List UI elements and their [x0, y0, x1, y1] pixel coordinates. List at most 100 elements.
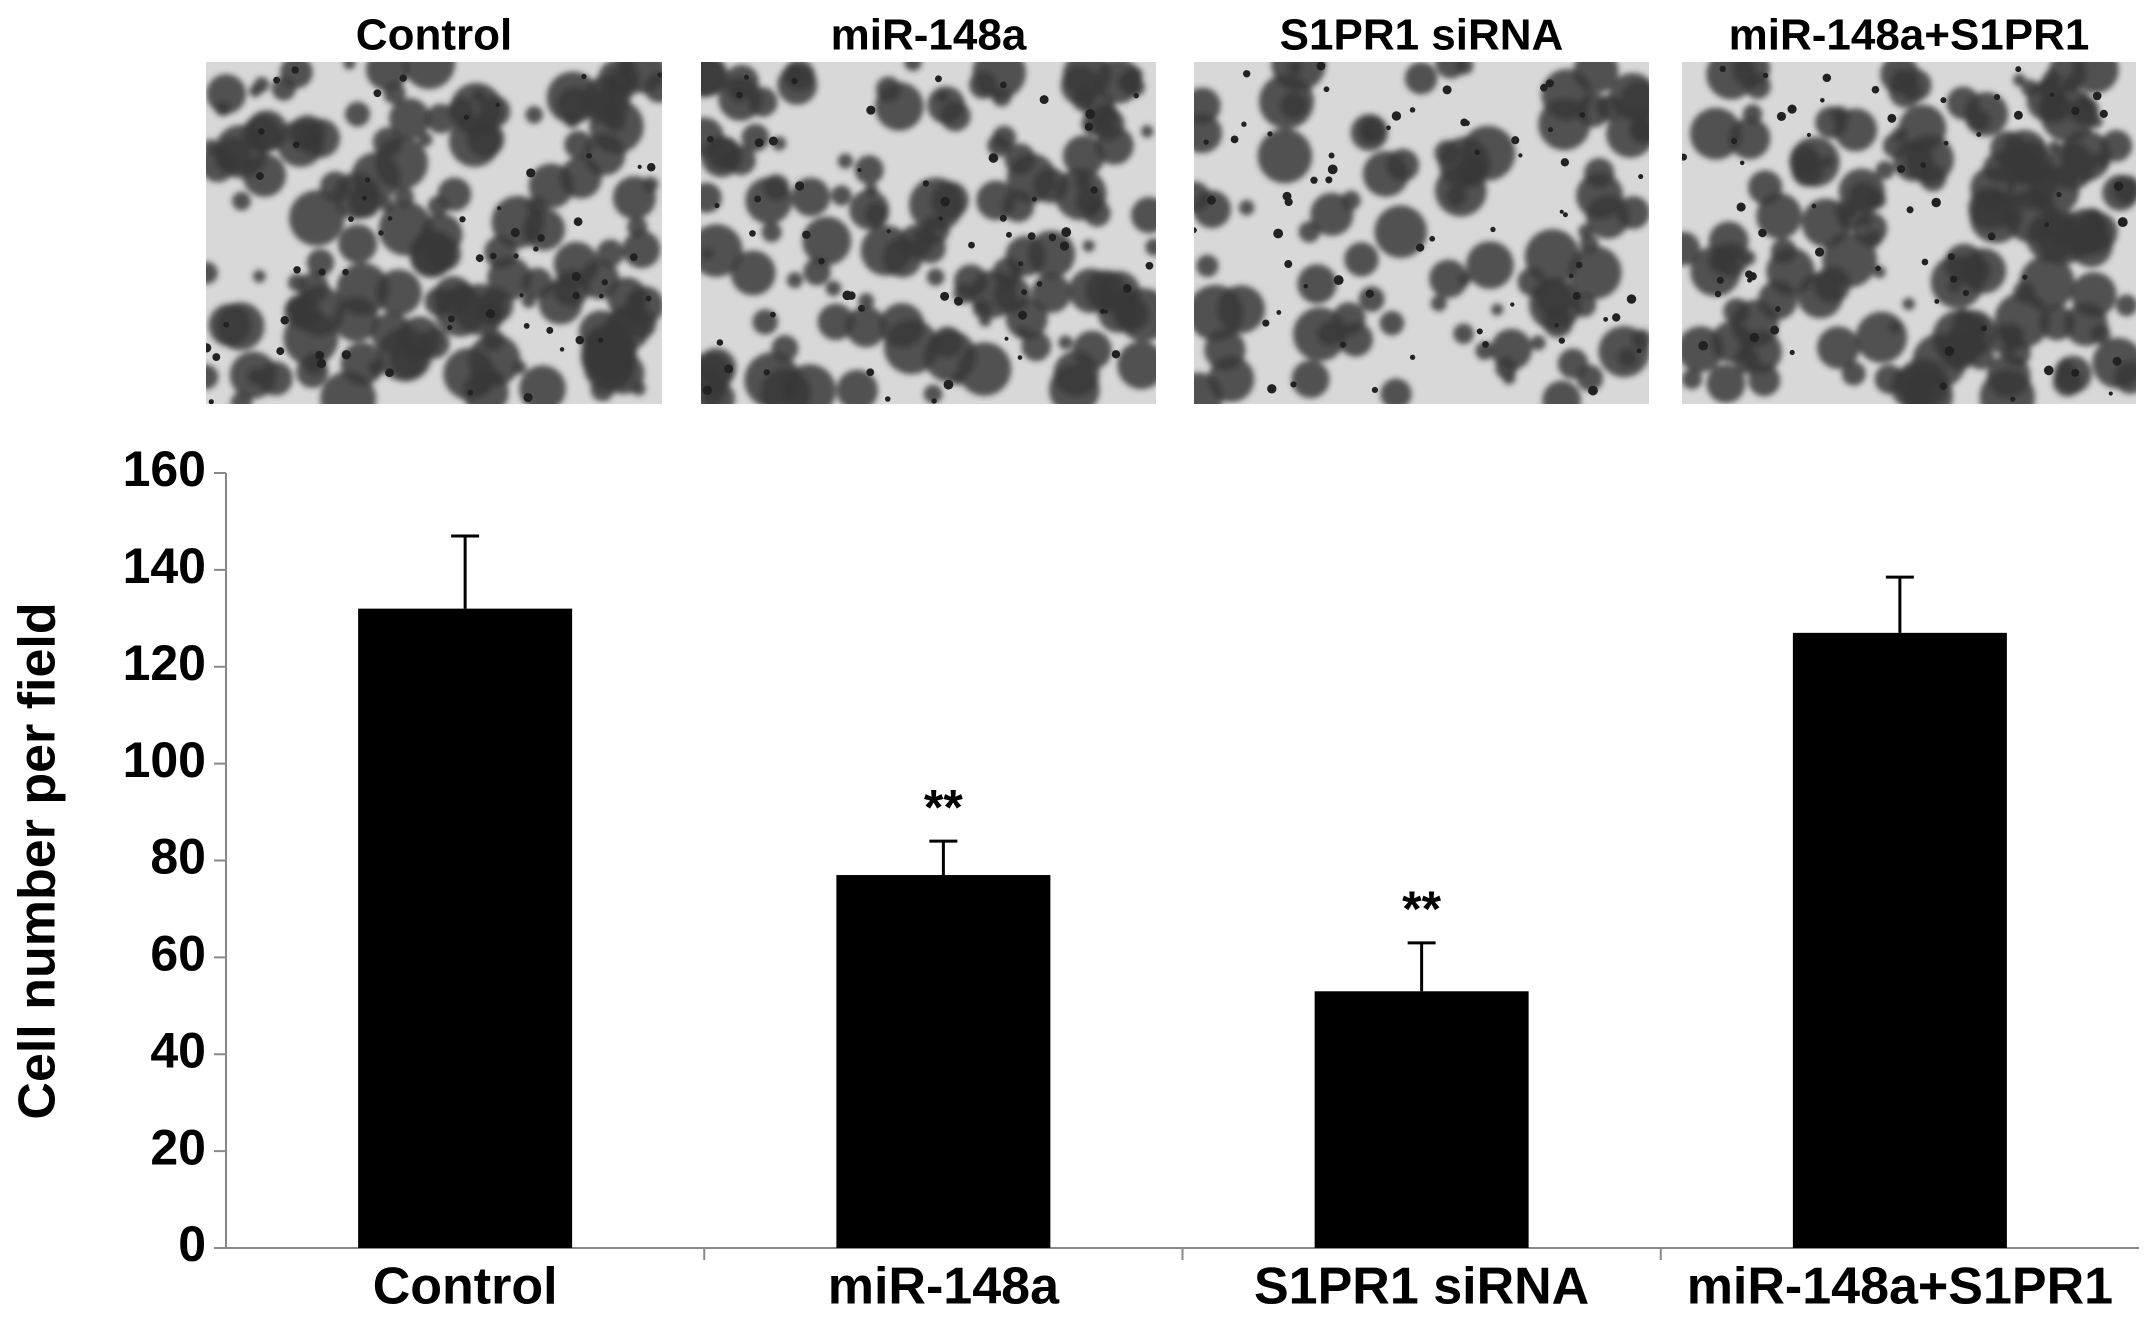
- cell: [471, 89, 486, 104]
- pore: [598, 293, 604, 299]
- pore: [1897, 164, 1906, 174]
- cell: [1455, 62, 1474, 75]
- cell: [1062, 135, 1105, 177]
- pore: [763, 369, 770, 376]
- cell: [2115, 294, 2136, 317]
- cell: [969, 71, 997, 99]
- image-label: Control: [356, 11, 512, 60]
- cell: [1460, 125, 1516, 181]
- y-tick-label: 140: [123, 538, 206, 594]
- cell: [817, 303, 855, 341]
- pore: [280, 316, 290, 325]
- pore: [1787, 104, 1797, 114]
- cell: [1742, 104, 1763, 124]
- bar: [1792, 632, 2007, 1248]
- pore: [1122, 284, 1132, 293]
- pore: [497, 206, 502, 211]
- cell: [1097, 291, 1139, 333]
- cell: [1445, 185, 1467, 207]
- cell: [1475, 341, 1494, 361]
- pore: [1636, 348, 1642, 354]
- cell: [1919, 164, 1947, 192]
- y-tick-label: 120: [123, 635, 206, 691]
- pore: [341, 350, 352, 360]
- pore: [1328, 152, 1335, 159]
- pore: [1736, 202, 1746, 212]
- cell: [1732, 62, 1771, 88]
- cell: [837, 153, 854, 169]
- cell: [1748, 364, 1781, 397]
- cell: [836, 369, 878, 404]
- pore: [447, 315, 455, 323]
- cell: [553, 241, 599, 287]
- cell: [604, 110, 627, 132]
- cell: [1429, 259, 1468, 299]
- cell: [2064, 302, 2108, 347]
- cell: [2019, 255, 2075, 312]
- pore: [526, 168, 536, 178]
- pore: [1806, 132, 1812, 137]
- pore: [645, 295, 652, 302]
- pore: [387, 216, 393, 221]
- cell: [300, 118, 341, 158]
- cell: [1542, 380, 1582, 404]
- cell: [701, 182, 722, 213]
- cell: [1902, 297, 1915, 311]
- pore: [212, 353, 221, 362]
- pore: [2092, 91, 2102, 101]
- pore: [292, 141, 300, 149]
- pore: [1415, 243, 1425, 252]
- pore: [1547, 127, 1554, 133]
- x-tick-label: Control: [373, 1258, 558, 1316]
- pore: [399, 74, 407, 82]
- cell: [609, 345, 631, 366]
- cell: [232, 191, 251, 211]
- cell: [760, 367, 812, 404]
- cell: [923, 384, 943, 404]
- pore: [1333, 275, 1344, 286]
- cell: [1631, 329, 1649, 350]
- pore: [1931, 197, 1941, 208]
- pore: [1887, 113, 1897, 123]
- cell: [864, 183, 878, 197]
- y-tick-label: 80: [150, 829, 206, 885]
- pore: [1993, 93, 2001, 101]
- cell: [1576, 364, 1604, 392]
- pore: [1048, 233, 1057, 242]
- pore: [2056, 192, 2062, 198]
- pore: [581, 73, 587, 80]
- cell: [1855, 311, 1908, 363]
- pore: [866, 105, 876, 115]
- pore: [348, 216, 354, 222]
- cell: [1541, 69, 1593, 121]
- pore: [1084, 122, 1094, 132]
- pore: [935, 75, 942, 83]
- cell: [1830, 105, 1849, 125]
- cell: [1728, 117, 1771, 160]
- image-label: miR-148a+S1PR1: [1729, 11, 2090, 60]
- error-bar: [1885, 575, 1914, 633]
- pore: [1145, 261, 1154, 270]
- pore: [1682, 153, 1688, 161]
- cell: [2003, 339, 2031, 367]
- cell: [1932, 309, 1988, 365]
- cell: [1131, 197, 1156, 234]
- image-label: S1PR1 siRNA: [1280, 11, 1564, 60]
- cell: [1999, 210, 2015, 226]
- cell: [546, 71, 600, 125]
- x-tick-label: S1PR1 siRNA: [1254, 1258, 1589, 1316]
- pore: [884, 396, 891, 402]
- cell: [289, 190, 345, 246]
- cell: [1117, 341, 1156, 390]
- cell: [1083, 199, 1111, 227]
- cell: [927, 86, 965, 124]
- pore: [208, 399, 214, 404]
- pore: [1267, 131, 1273, 137]
- cells: [206, 62, 662, 404]
- pore: [1510, 302, 1515, 307]
- cell: [1072, 330, 1112, 370]
- pore: [1085, 109, 1096, 119]
- cell: [2072, 62, 2119, 94]
- pore: [1039, 95, 1049, 105]
- cell: [1430, 295, 1447, 312]
